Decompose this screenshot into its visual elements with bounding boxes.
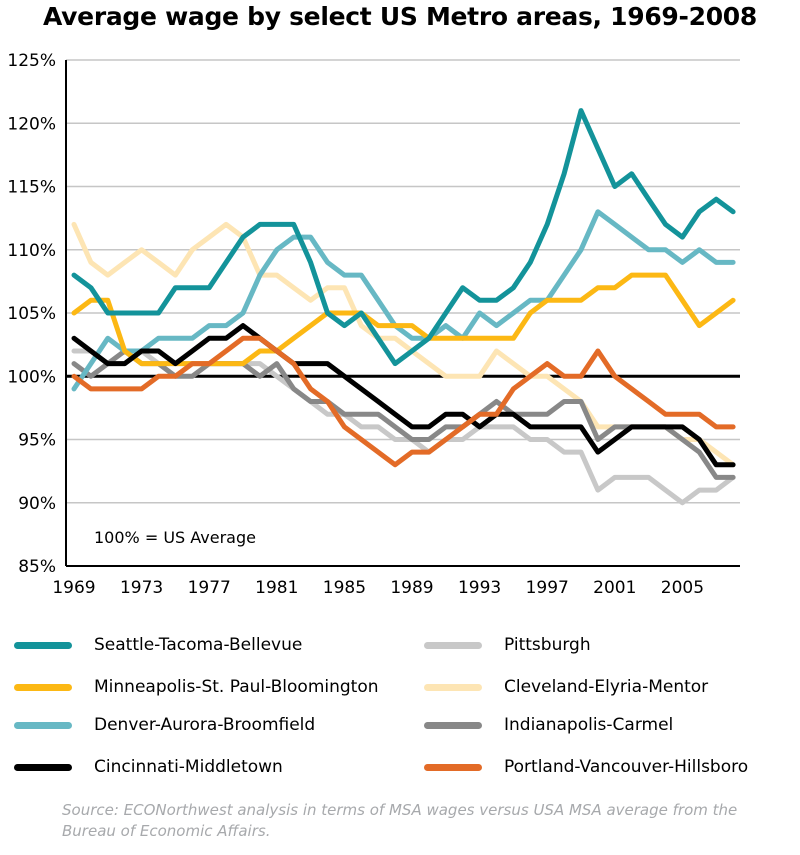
y-tick-label: 110% — [7, 241, 56, 261]
x-tick-label: 2005 — [661, 578, 704, 598]
x-tick-label: 1969 — [52, 578, 95, 598]
legend-item-cleveland: Cleveland-Elyria-Mentor — [424, 672, 708, 702]
legend: Seattle-Tacoma-Bellevue Minneapolis-St. … — [0, 622, 800, 782]
y-tick-label: 95% — [18, 431, 56, 451]
series-line-seattle-tacoma-bellevue — [71, 108, 736, 367]
legend-label: Portland-Vancouver-Hillsboro — [504, 757, 749, 777]
legend-label: Cincinnati-Middletown — [94, 757, 283, 777]
y-tick-label: 100% — [7, 367, 56, 387]
legend-swatch — [424, 641, 482, 649]
series-line-indianapolis-carmel — [71, 348, 736, 480]
y-tick-label: 90% — [18, 494, 56, 514]
x-tick-label: 1993 — [458, 578, 501, 598]
x-tick-label: 1985 — [323, 578, 366, 598]
series-line-denver-aurora-broomfield — [71, 209, 736, 392]
us-average-annotation: 100% = US Average — [94, 528, 256, 547]
legend-swatch — [14, 641, 72, 649]
y-tick-label: 120% — [7, 114, 56, 134]
y-tick-label: 125% — [7, 51, 56, 71]
legend-item-cincinnati: Cincinnati-Middletown — [14, 752, 283, 782]
legend-item-pittsburgh: Pittsburgh — [424, 630, 591, 660]
legend-swatch — [14, 721, 72, 729]
legend-label: Minneapolis-St. Paul-Bloomington — [94, 677, 379, 697]
legend-item-seattle: Seattle-Tacoma-Bellevue — [14, 630, 302, 660]
series-line-cincinnati-middletown — [71, 323, 736, 468]
y-tick-label: 115% — [7, 178, 56, 198]
legend-swatch — [424, 763, 482, 771]
chart-title: Average wage by select US Metro areas, 1… — [43, 2, 757, 31]
legend-swatch — [14, 763, 72, 771]
source-note: Source: ECONorthwest analysis in terms o… — [62, 801, 738, 840]
legend-label: Denver-Aurora-Broomfield — [94, 715, 316, 735]
legend-label: Seattle-Tacoma-Bellevue — [94, 635, 303, 655]
x-tick-label: 1973 — [120, 578, 163, 598]
series-layer — [71, 108, 736, 506]
legend-item-indianapolis: Indianapolis-Carmel — [424, 710, 673, 740]
legend-item-portland: Portland-Vancouver-Hillsboro — [424, 752, 748, 782]
legend-swatch — [14, 683, 72, 691]
legend-swatch — [424, 721, 482, 729]
legend-item-denver: Denver-Aurora-Broomfield — [14, 710, 315, 740]
x-tick-label: 1977 — [188, 578, 231, 598]
y-tick-label: 105% — [7, 304, 56, 324]
legend-label: Indianapolis-Carmel — [504, 715, 674, 735]
tick-labels: 85% 90% 95% 100% 105% 110% 115% 120% 125% 1969 197… — [7, 51, 704, 598]
x-tick-label: 1989 — [390, 578, 433, 598]
x-tick-label: 1997 — [526, 578, 569, 598]
x-tick-label: 2001 — [593, 578, 636, 598]
legend-label: Cleveland-Elyria-Mentor — [504, 677, 709, 697]
series-line-minneapolis-st-paul-bloomington — [71, 272, 736, 367]
series-line-portland-vancouver-hillsboro — [71, 335, 736, 468]
legend-swatch — [424, 683, 482, 691]
legend-item-minneapolis: Minneapolis-St. Paul-Bloomington — [14, 672, 379, 702]
x-tick-label: 1981 — [255, 578, 298, 598]
line-chart: 85% 90% 95% 100% 105% 110% 115% 120% 125% 1969 197… — [7, 51, 740, 598]
gridlines — [66, 59, 740, 504]
y-tick-label: 85% — [18, 557, 56, 577]
legend-label: Pittsburgh — [504, 635, 591, 655]
axes — [65, 60, 740, 567]
